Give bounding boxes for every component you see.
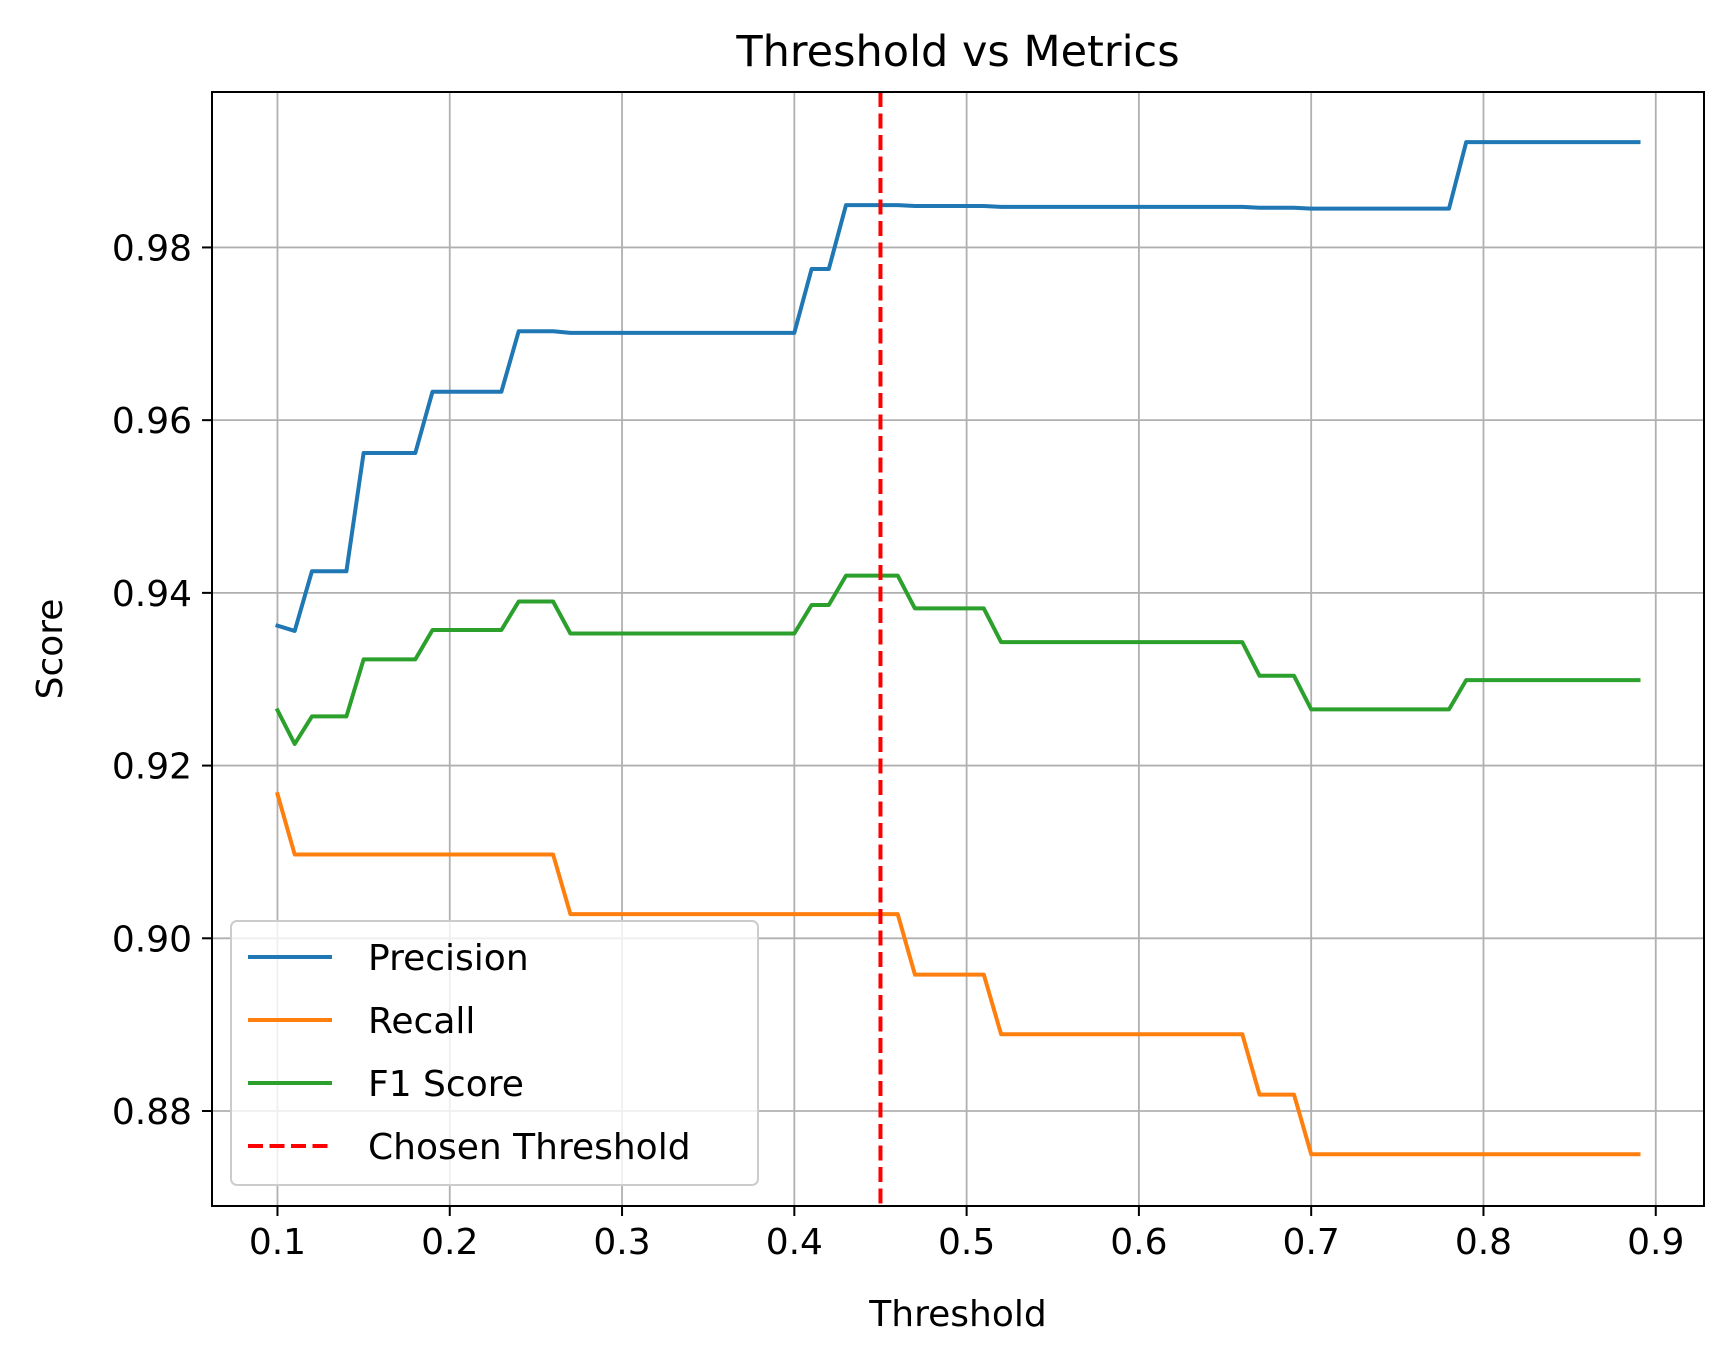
x-tick-label: 0.9 xyxy=(1627,1222,1684,1263)
y-tick-label: 0.92 xyxy=(112,747,192,788)
plot-border xyxy=(211,91,1705,1207)
f1-score-line xyxy=(274,573,1641,746)
legend-box xyxy=(230,920,759,1186)
legend: Precision Recall F1 Score Chosen Threshold xyxy=(230,920,759,1186)
legend-label-chosen-threshold: Chosen Threshold xyxy=(368,1127,691,1168)
x-tick-label: 0.6 xyxy=(1110,1222,1167,1263)
y-axis-label: Score xyxy=(30,599,71,700)
x-tick-label: 0.3 xyxy=(593,1222,650,1263)
x-tick-label: 0.5 xyxy=(938,1222,995,1263)
x-axis-label: Threshold xyxy=(868,1294,1046,1335)
y-tick-label: 0.94 xyxy=(112,574,192,615)
y-tick-label: 0.90 xyxy=(112,919,192,960)
legend-label-f1-score: F1 Score xyxy=(368,1064,524,1105)
x-tick-label: 0.2 xyxy=(421,1222,478,1263)
y-tick-label: 0.98 xyxy=(112,228,192,269)
chart-title: Threshold vs Metrics xyxy=(735,27,1179,77)
x-tick-label: 0.1 xyxy=(249,1222,306,1263)
precision-line xyxy=(275,140,1641,633)
x-tick-label: 0.8 xyxy=(1455,1222,1512,1263)
series-lines xyxy=(274,92,1641,1206)
legend-label-recall: Recall xyxy=(368,1001,475,1042)
x-tick-label: 0.4 xyxy=(766,1222,823,1263)
y-tick-label: 0.96 xyxy=(112,401,192,442)
y-tick-label: 0.88 xyxy=(112,1092,192,1133)
plot-frame xyxy=(211,91,1705,1207)
x-tick-label: 0.7 xyxy=(1283,1222,1340,1263)
grid-lines xyxy=(212,92,1704,1206)
legend-label-precision: Precision xyxy=(368,938,529,979)
axis-ticks: 0.1 0.2 0.3 0.4 0.5 0.6 0.7 0.8 0.9 0.88 0.90 0.92 0… xyxy=(112,228,1685,1263)
recall-line xyxy=(275,791,1641,1157)
